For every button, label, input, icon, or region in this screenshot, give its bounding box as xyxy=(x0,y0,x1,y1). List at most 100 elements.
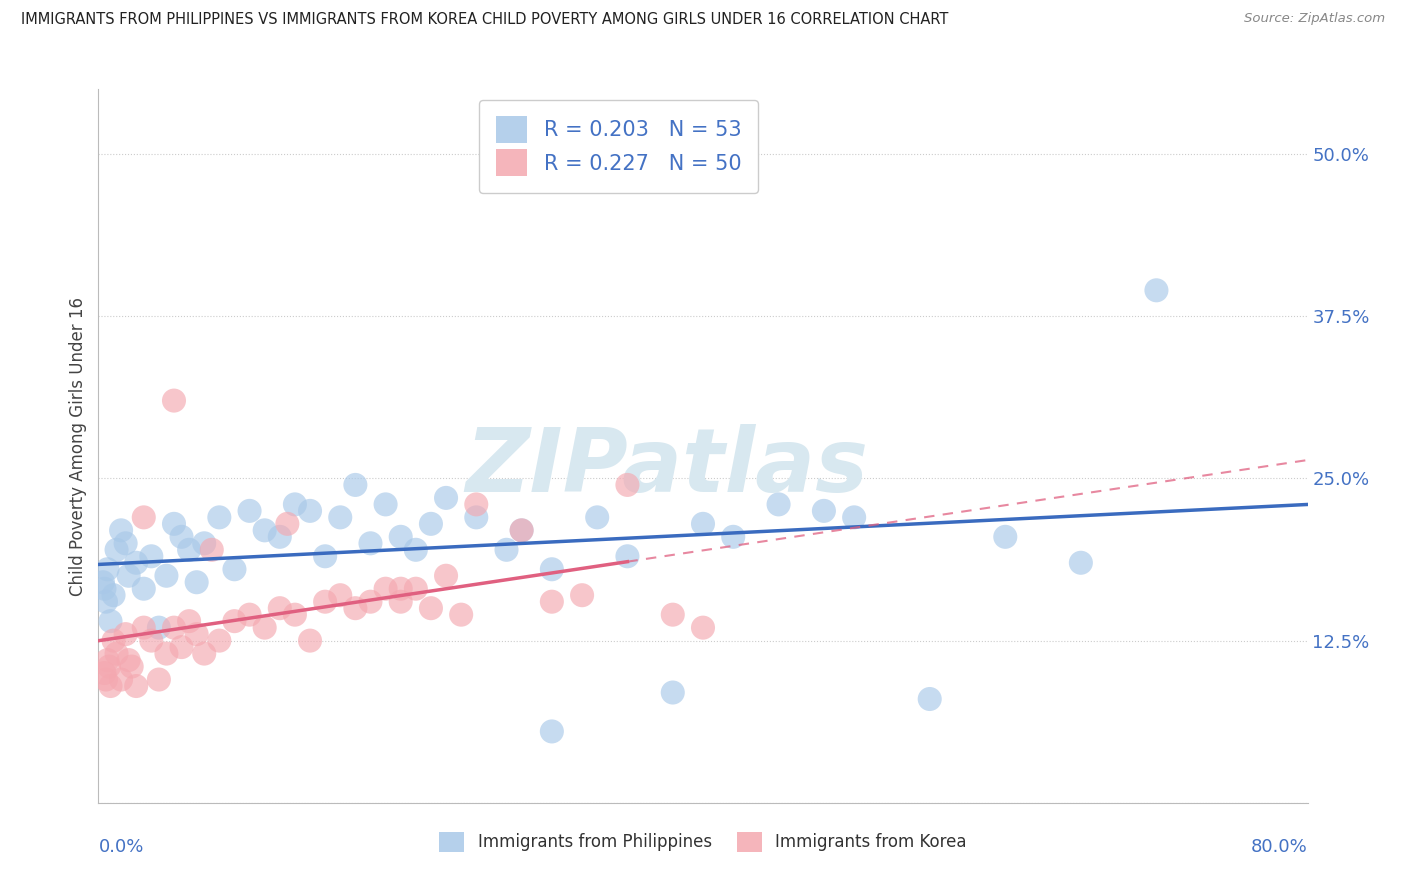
Point xyxy=(465,497,488,511)
Point xyxy=(163,393,186,408)
Point xyxy=(329,588,352,602)
Point xyxy=(692,516,714,531)
Point xyxy=(616,549,638,564)
Point xyxy=(98,659,121,673)
Text: IMMIGRANTS FROM PHILIPPINES VS IMMIGRANTS FROM KOREA CHILD POVERTY AMONG GIRLS U: IMMIGRANTS FROM PHILIPPINES VS IMMIGRANT… xyxy=(21,12,949,27)
Point xyxy=(163,621,186,635)
Point xyxy=(510,524,533,538)
Point xyxy=(616,478,638,492)
Point xyxy=(284,607,307,622)
Point xyxy=(148,673,170,687)
Point xyxy=(94,595,117,609)
Point xyxy=(110,673,132,687)
Point xyxy=(201,542,224,557)
Point xyxy=(224,614,246,628)
Point xyxy=(239,504,262,518)
Point xyxy=(141,549,163,564)
Point xyxy=(571,588,593,602)
Text: ZIPatlas: ZIPatlas xyxy=(465,424,869,511)
Point xyxy=(121,659,143,673)
Point xyxy=(276,516,298,531)
Point xyxy=(208,633,231,648)
Point xyxy=(420,601,443,615)
Point xyxy=(374,497,396,511)
Point xyxy=(344,478,367,492)
Point xyxy=(360,595,382,609)
Point xyxy=(1070,556,1092,570)
Point xyxy=(96,562,118,576)
Point xyxy=(132,510,155,524)
Point xyxy=(661,607,683,622)
Point xyxy=(93,666,115,681)
Point xyxy=(299,504,322,518)
Point xyxy=(661,685,683,699)
Point xyxy=(465,510,488,524)
Point xyxy=(94,673,117,687)
Point xyxy=(360,536,382,550)
Point xyxy=(114,536,136,550)
Point xyxy=(103,633,125,648)
Point xyxy=(186,627,208,641)
Point xyxy=(224,562,246,576)
Point xyxy=(434,568,457,582)
Point xyxy=(193,647,215,661)
Point xyxy=(994,530,1017,544)
Text: 0.0%: 0.0% xyxy=(98,838,143,856)
Point xyxy=(405,582,427,596)
Point xyxy=(132,582,155,596)
Point xyxy=(314,595,336,609)
Point xyxy=(186,575,208,590)
Point xyxy=(918,692,941,706)
Point xyxy=(405,542,427,557)
Point xyxy=(125,556,148,570)
Point xyxy=(723,530,745,544)
Point xyxy=(93,582,115,596)
Point xyxy=(329,510,352,524)
Point xyxy=(540,595,562,609)
Point xyxy=(450,607,472,622)
Point xyxy=(179,614,201,628)
Point xyxy=(118,568,141,582)
Point xyxy=(374,582,396,596)
Point xyxy=(284,497,307,511)
Legend: Immigrants from Philippines, Immigrants from Korea: Immigrants from Philippines, Immigrants … xyxy=(433,825,973,859)
Point xyxy=(389,595,412,609)
Point xyxy=(269,530,291,544)
Point xyxy=(163,516,186,531)
Point xyxy=(389,530,412,544)
Point xyxy=(118,653,141,667)
Point xyxy=(434,491,457,505)
Point xyxy=(103,588,125,602)
Point xyxy=(100,679,122,693)
Point xyxy=(208,510,231,524)
Point xyxy=(586,510,609,524)
Point xyxy=(125,679,148,693)
Text: Source: ZipAtlas.com: Source: ZipAtlas.com xyxy=(1244,12,1385,25)
Point xyxy=(314,549,336,564)
Point xyxy=(96,653,118,667)
Point xyxy=(100,614,122,628)
Point xyxy=(692,621,714,635)
Point xyxy=(148,621,170,635)
Point xyxy=(420,516,443,531)
Point xyxy=(253,524,276,538)
Point xyxy=(141,633,163,648)
Text: 80.0%: 80.0% xyxy=(1251,838,1308,856)
Point xyxy=(844,510,866,524)
Point xyxy=(239,607,262,622)
Point xyxy=(389,582,412,596)
Point xyxy=(510,524,533,538)
Point xyxy=(170,530,193,544)
Point xyxy=(269,601,291,615)
Point xyxy=(344,601,367,615)
Point xyxy=(768,497,790,511)
Point xyxy=(155,647,177,661)
Y-axis label: Child Poverty Among Girls Under 16: Child Poverty Among Girls Under 16 xyxy=(69,296,87,596)
Point xyxy=(495,542,517,557)
Point xyxy=(110,524,132,538)
Point xyxy=(193,536,215,550)
Point xyxy=(299,633,322,648)
Point xyxy=(105,647,128,661)
Point xyxy=(1146,283,1168,297)
Point xyxy=(155,568,177,582)
